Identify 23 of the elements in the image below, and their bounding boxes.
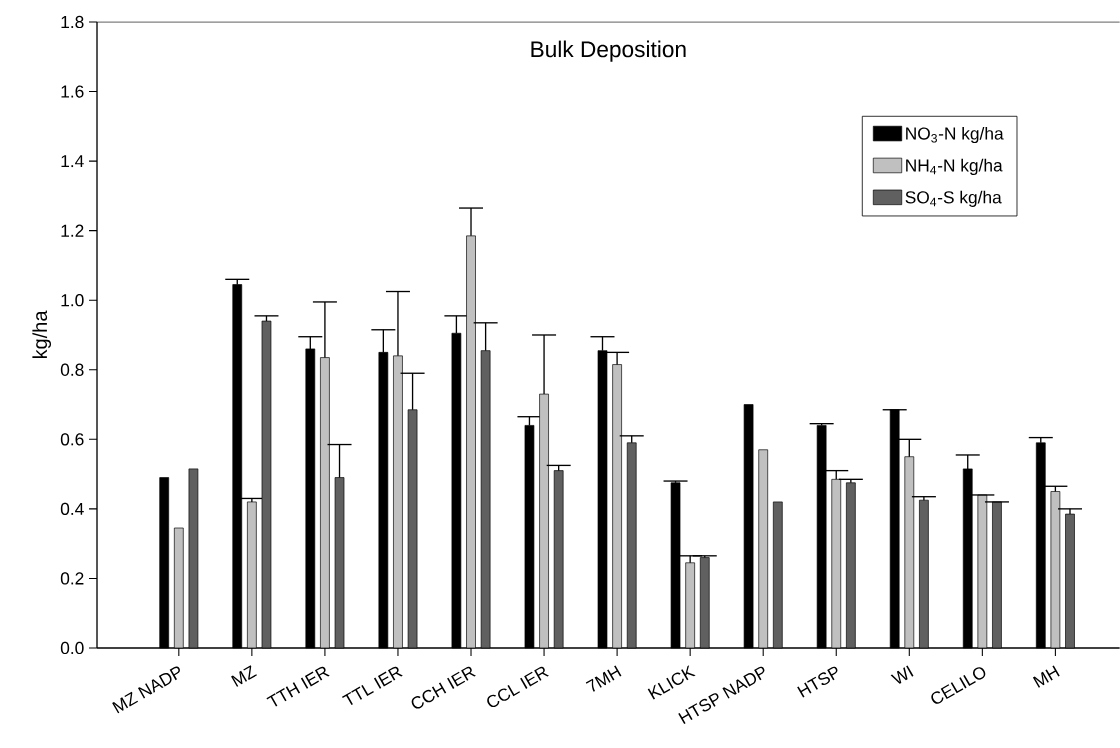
legend-label: NO$_{3}$-N kg/ha: [906, 126, 1004, 144]
y-tick-label: 0.0: [60, 641, 84, 655]
y-tick-label: 1.0: [61, 294, 84, 307]
x-tick-label: TTH IER: [266, 666, 330, 707]
y-tick-label: 0.6: [60, 433, 84, 446]
y-tick-label: 1.4: [61, 155, 84, 168]
y-tick-label: 0.4: [60, 502, 84, 516]
y-tick-label: 0.2: [60, 572, 84, 585]
y-axis-title: kg/ha: [32, 310, 52, 359]
x-tick-label: MZ: [231, 665, 257, 687]
x-tick-label: WI: [890, 665, 914, 684]
text: Bulk Deposition: [531, 40, 686, 62]
y-tick-label: 1.8: [61, 15, 84, 29]
y-tick-label: 0.8: [60, 363, 84, 376]
y-tick-label: 1.6: [61, 85, 84, 98]
x-tick-label: TTL IER: [342, 666, 403, 706]
x-tick-label: CCL IER: [487, 666, 549, 708]
x-tick-label: 7MH: [585, 665, 622, 692]
legend-label: SO$_{4}$-S kg/ha: [905, 190, 1002, 207]
x-tick-label: MH: [1032, 665, 1060, 688]
y-tick-label: 1.2: [61, 224, 84, 237]
x-tick-label: CCH IER: [411, 666, 476, 709]
legend-label: NH$_{4}$-N kg/ha: [906, 158, 1003, 175]
